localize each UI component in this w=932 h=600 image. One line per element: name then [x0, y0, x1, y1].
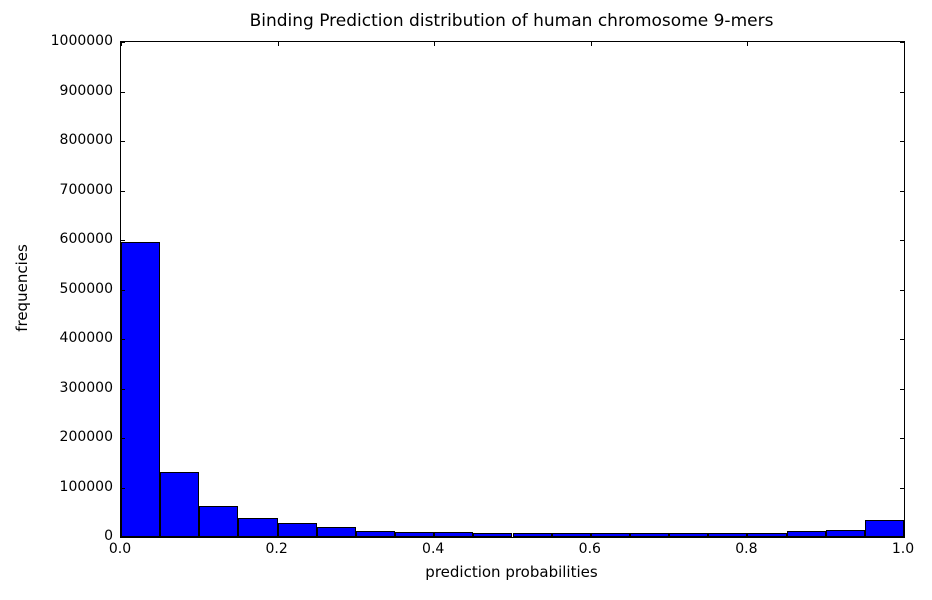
- plot-area: [120, 41, 905, 538]
- y-axis-tick-right: [900, 190, 904, 192]
- y-tick-label: 800000: [59, 132, 113, 148]
- y-axis-tick-right: [900, 42, 904, 43]
- y-axis-tick-right: [900, 487, 904, 489]
- x-axis-tick-top: [590, 42, 592, 46]
- x-axis-tick-top: [121, 42, 122, 46]
- x-axis-tick: [277, 533, 279, 537]
- histogram-bar: [747, 532, 787, 537]
- y-axis-tick: [121, 240, 125, 241]
- y-axis-tick-right: [900, 141, 904, 142]
- histogram-bar: [864, 519, 904, 537]
- histogram-bar: [277, 523, 317, 537]
- y-axis-tick: [121, 537, 125, 538]
- x-tick-label: 0.2: [265, 541, 288, 557]
- y-tick-label: 200000: [59, 429, 113, 445]
- chart-title: Binding Prediction distribution of human…: [249, 11, 774, 31]
- histogram-bar: [473, 532, 513, 537]
- y-axis-tick: [121, 339, 125, 340]
- histogram-bar: [551, 533, 591, 537]
- y-axis-tick: [121, 190, 125, 192]
- y-tick-label: 300000: [59, 379, 113, 396]
- y-axis-tick-right: [900, 339, 904, 340]
- x-tick-label: 1.0: [891, 541, 915, 557]
- y-axis-tick: [121, 289, 125, 291]
- x-axis-tick: [747, 533, 749, 537]
- histogram-bar: [121, 242, 161, 537]
- histogram-bar: [669, 532, 709, 537]
- histogram-bar: [786, 531, 826, 537]
- y-axis-tick: [121, 438, 125, 439]
- y-axis-tick-right: [900, 537, 904, 538]
- y-axis-tick-right: [900, 388, 904, 390]
- x-tick-label: 0.6: [578, 541, 601, 557]
- x-axis-tick-top: [904, 42, 905, 46]
- y-tick-label: 600000: [59, 231, 113, 247]
- y-axis-tick-right: [900, 438, 904, 439]
- y-tick-label: 700000: [59, 181, 113, 198]
- x-axis-tick: [904, 533, 905, 537]
- histogram-bar: [316, 527, 356, 537]
- y-tick-label: 100000: [59, 478, 113, 495]
- histogram-bar: [825, 530, 865, 537]
- x-axis-tick: [434, 533, 436, 537]
- histogram-bar: [238, 518, 278, 537]
- y-tick-label: 1000000: [50, 33, 113, 49]
- histogram-bar: [590, 532, 630, 537]
- x-axis-label: prediction probabilities: [425, 563, 598, 581]
- x-axis-tick-top: [434, 42, 436, 46]
- y-axis-tick-right: [900, 91, 904, 93]
- y-axis-tick-right: [900, 240, 904, 241]
- y-tick-label: 0: [104, 528, 113, 544]
- histogram-bar: [160, 471, 200, 537]
- y-axis-tick: [121, 42, 125, 43]
- y-tick-label: 900000: [59, 82, 113, 99]
- x-axis-tick-top: [747, 42, 749, 46]
- x-tick-label: 0.0: [108, 541, 132, 557]
- y-axis-label: frequencies: [13, 244, 31, 332]
- histogram-bar: [629, 532, 670, 537]
- x-tick-label: 0.8: [735, 541, 758, 557]
- histogram-bar: [395, 531, 435, 537]
- y-axis-tick: [121, 487, 125, 489]
- histogram-bar: [512, 532, 552, 537]
- x-axis-tick: [590, 533, 592, 537]
- x-axis-tick: [121, 533, 122, 537]
- y-axis-tick-right: [900, 289, 904, 291]
- y-axis-tick: [121, 91, 125, 93]
- histogram-bar: [708, 532, 748, 537]
- x-axis-tick-top: [277, 42, 279, 46]
- histogram-bar: [199, 506, 239, 537]
- y-axis-tick: [121, 388, 125, 390]
- y-tick-label: 500000: [59, 280, 113, 297]
- y-tick-label: 400000: [59, 330, 113, 346]
- y-axis-tick: [121, 141, 125, 142]
- x-tick-label: 0.4: [422, 541, 445, 557]
- histogram-bar: [355, 530, 396, 537]
- histogram-bar: [434, 532, 474, 537]
